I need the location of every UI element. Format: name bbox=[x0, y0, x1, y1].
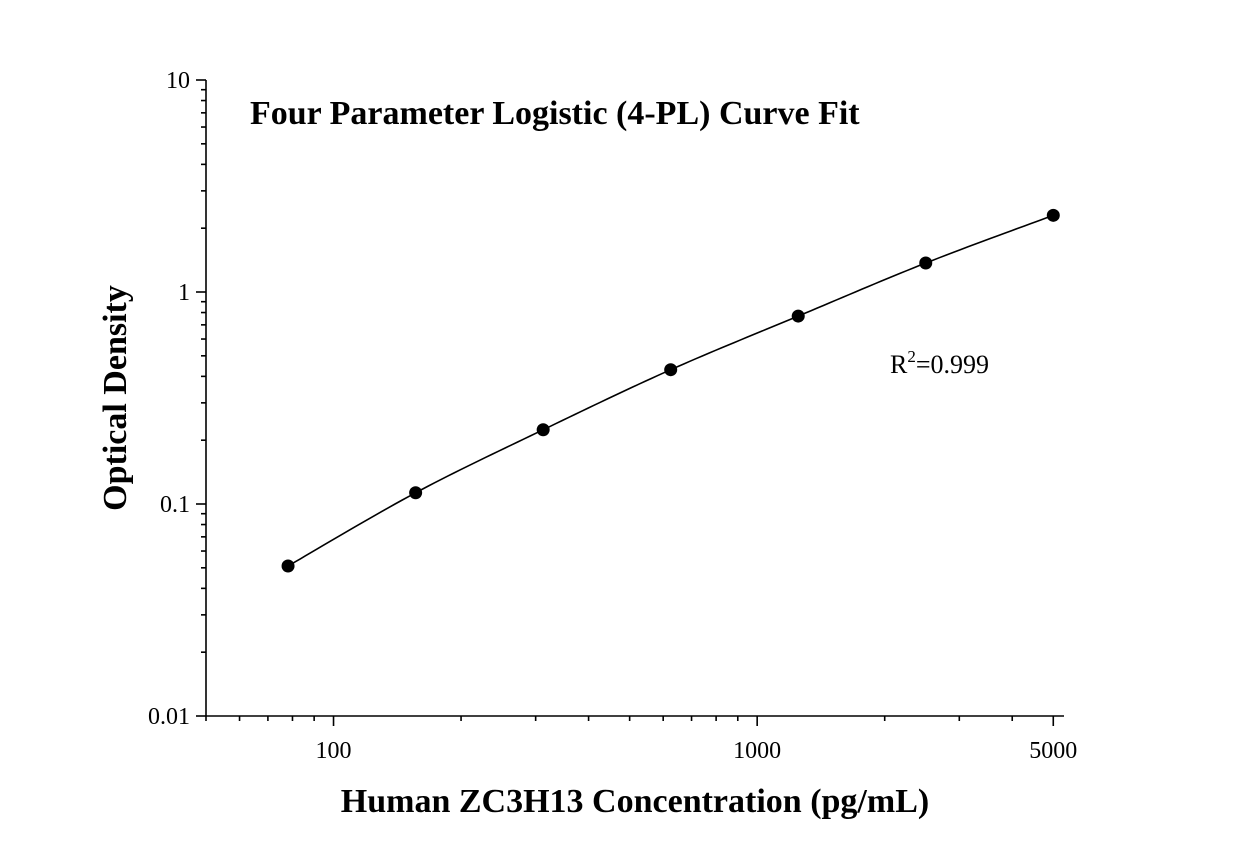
chart-title: Four Parameter Logistic (4-PL) Curve Fit bbox=[250, 95, 860, 132]
data-point bbox=[409, 486, 423, 500]
r-squared-superscript: 2 bbox=[907, 347, 916, 366]
x-tick-label: 1000 bbox=[733, 738, 781, 764]
fit-curve bbox=[287, 214, 1054, 567]
data-point bbox=[919, 256, 933, 270]
y-tick-label: 1 bbox=[178, 280, 190, 306]
fit-curve-layer bbox=[287, 214, 1054, 567]
data-point bbox=[536, 423, 550, 437]
r-squared-value: =0.999 bbox=[916, 350, 989, 379]
axes: 0.01 0.1 1 10 100 1000 5000 bbox=[148, 68, 1077, 764]
data-point bbox=[281, 559, 295, 573]
r-squared-annotation: R2=0.999 bbox=[890, 347, 989, 379]
data-points-layer bbox=[281, 208, 1060, 573]
x-axis-title: Human ZC3H13 Concentration (pg/mL) bbox=[341, 783, 929, 820]
y-tick-label: 0.01 bbox=[148, 704, 190, 730]
r-squared-label: R bbox=[890, 350, 908, 379]
x-tick-label: 5000 bbox=[1029, 738, 1077, 764]
y-tick-label: 10 bbox=[166, 68, 190, 94]
x-tick-label: 100 bbox=[316, 738, 352, 764]
data-point bbox=[791, 309, 805, 323]
y-axis-title: Optical Density bbox=[97, 285, 134, 511]
y-tick-label: 0.1 bbox=[160, 492, 190, 518]
data-point bbox=[1046, 208, 1060, 222]
data-point bbox=[664, 363, 678, 377]
